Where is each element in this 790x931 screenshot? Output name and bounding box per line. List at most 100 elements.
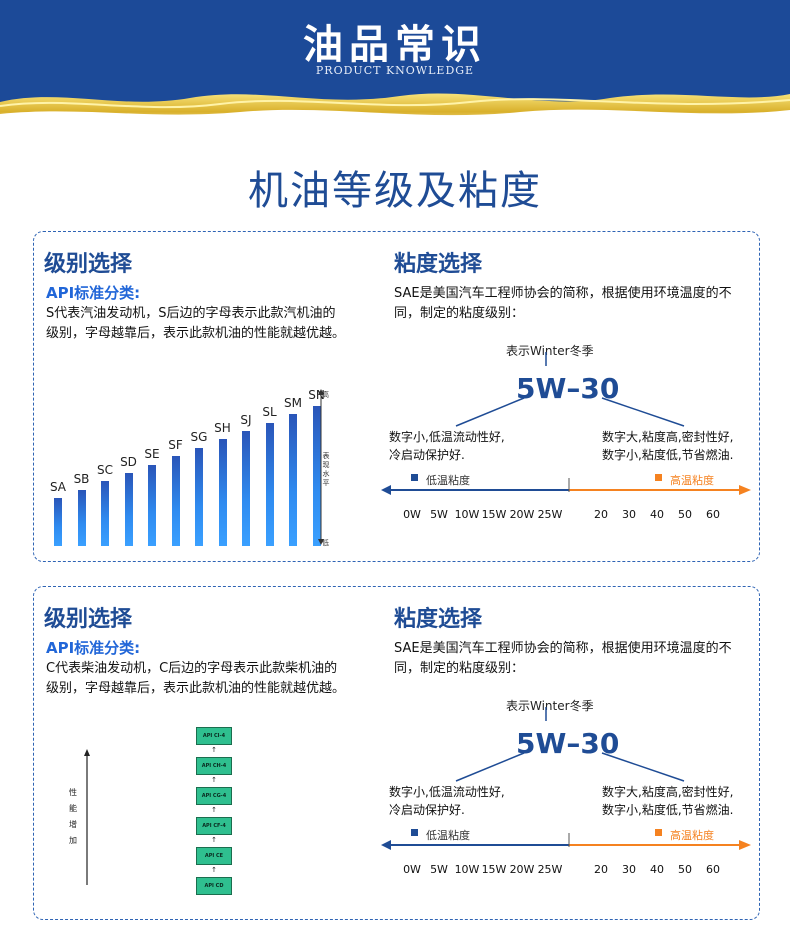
- winter-label: 表示Winter冬季: [506, 344, 594, 358]
- api-bar-label: SE: [144, 446, 160, 461]
- low-note-line-1: 数字小,低温流动性好,: [389, 785, 505, 799]
- low-note-line-1: 数字小,低温流动性好,: [389, 430, 505, 444]
- api-bar: [148, 464, 156, 546]
- ladder-up-arrow: ↑: [211, 806, 217, 814]
- tick-high: 60: [706, 863, 720, 876]
- diesel-panel: 级别选择 API标准分类: C代表柴油发动机，C后边的字母表示此款柴机油的级别，…: [33, 586, 760, 920]
- api-title: API标准分类:: [46, 639, 141, 657]
- api-ladder-box: API CI-4: [196, 727, 232, 745]
- api-bar-label: SL: [262, 404, 277, 419]
- api-title: API标准分类:: [46, 284, 141, 302]
- api-ladder-box: API CH-4: [196, 757, 232, 775]
- tick-high: 40: [650, 863, 664, 876]
- viscosity-scale-arrow: [381, 829, 751, 850]
- performance-arrow: [84, 749, 90, 885]
- api-ladder-box: API CG-4: [196, 787, 232, 805]
- header-subtitle: PRODUCT KNOWLEDGE: [315, 64, 475, 77]
- tick-low: 0W: [403, 863, 421, 876]
- api-bar: [124, 472, 133, 546]
- tick-low: 20W: [509, 508, 535, 521]
- api-bar: [289, 414, 297, 546]
- header-title: 油品常识: [303, 22, 487, 68]
- viscosity-grade: 5W–30: [516, 727, 620, 760]
- high-note-line-1: 数字大,粘度高,密封性好,: [602, 785, 734, 799]
- low-note-line-2: 冷启动保护好.: [389, 448, 465, 462]
- api-desc: S代表汽油发动机，S后边的字母表示此款汽机油的级别，字母越靠后，表示此款机油的性…: [46, 306, 346, 341]
- grade-pointer-lines: [455, 707, 685, 782]
- api-ladder-box: API CD: [196, 877, 232, 895]
- tick-low: 5W: [430, 508, 448, 521]
- viscosity-grade: 5W–30: [516, 372, 620, 405]
- api-desc: C代表柴油发动机，C后边的字母表示此款柴机油的级别，字母越靠后，表示此款机油的性…: [46, 661, 346, 696]
- tick-high: 50: [678, 508, 692, 521]
- header-banner: 油品常识 PRODUCT KNOWLEDGE: [0, 0, 790, 130]
- tick-high: 30: [622, 508, 636, 521]
- ladder-up-arrow: ↑: [211, 746, 217, 754]
- api-bar-label: SH: [214, 421, 231, 436]
- api-bar: [265, 422, 274, 546]
- page-title: 机油等级及粘度: [248, 168, 542, 214]
- gasoline-panel: 级别选择 API标准分类: S代表汽油发动机，S后边的字母表示此款汽机油的级别，…: [33, 231, 760, 562]
- api-bar: [101, 481, 109, 546]
- high-note-line-2: 数字小,粘度低,节省燃油.: [602, 803, 734, 817]
- tick-high: 20: [594, 508, 608, 521]
- api-bar: [242, 431, 250, 546]
- performance-char: 加: [69, 836, 77, 845]
- api-bar-label: SD: [120, 454, 137, 469]
- tick-low: 10W: [454, 508, 480, 521]
- high-note: 数字大,粘度高,密封性好, 数字小,粘度低,节省燃油.: [602, 783, 733, 819]
- low-note: 数字小,低温流动性好, 冷启动保护好.: [389, 783, 505, 819]
- api-bar: [77, 489, 86, 546]
- winter-label: 表示Winter冬季: [506, 699, 594, 713]
- tick-high: 20: [594, 863, 608, 876]
- sae-desc: SAE是美国汽车工程师协会的简称，根据使用环境温度的不同，制定的粘度级别：: [394, 641, 732, 676]
- low-note: 数字小,低温流动性好, 冷启动保护好.: [389, 428, 505, 464]
- tick-high: 40: [650, 508, 664, 521]
- api-bar-label: SJ: [240, 413, 252, 428]
- api-bar: [54, 498, 62, 546]
- ladder-up-arrow: ↑: [211, 776, 217, 784]
- legend-high: 高温粘度: [670, 474, 714, 487]
- api-bar: [171, 456, 180, 546]
- performance-axis: [318, 389, 324, 545]
- api-bar-label: SF: [168, 438, 183, 453]
- ladder-up-arrow: ↑: [211, 836, 217, 844]
- tick-low: 25W: [537, 863, 563, 876]
- viscosity-title: 粘度选择: [394, 252, 483, 277]
- api-bar-label: SC: [97, 463, 113, 478]
- grade-pointer-lines: [455, 352, 685, 427]
- api-bar-label: SG: [190, 429, 208, 444]
- api-bar-label: SB: [73, 471, 90, 486]
- legend-low: 低温粘度: [426, 474, 470, 487]
- low-note-line-2: 冷启动保护好.: [389, 803, 465, 817]
- grade-title: 级别选择: [44, 252, 133, 277]
- ladder-up-arrow: ↑: [211, 866, 217, 874]
- performance-char: 增: [69, 820, 77, 829]
- axis-low-label: 低: [322, 539, 329, 547]
- api-bar-label: SA: [49, 480, 67, 494]
- axis-high-label: 高: [322, 391, 329, 399]
- viscosity-scale-arrow: [381, 474, 751, 495]
- performance-char: 能: [69, 804, 77, 813]
- api-ladder-box: API CE: [196, 847, 232, 865]
- tick-low: 15W: [481, 863, 507, 876]
- axis-mid-label: 表现水平: [322, 452, 330, 487]
- performance-char: 性: [69, 788, 77, 797]
- api-bar: [195, 447, 203, 546]
- api-bar: [312, 406, 321, 546]
- tick-low: 25W: [537, 508, 563, 521]
- tick-high: 50: [678, 863, 692, 876]
- tick-high: 30: [622, 863, 636, 876]
- tick-low: 20W: [509, 863, 535, 876]
- high-note-line-2: 数字小,粘度低,节省燃油.: [602, 448, 734, 462]
- legend-low: 低温粘度: [426, 829, 470, 842]
- sae-desc: SAE是美国汽车工程师协会的简称，根据使用环境温度的不同，制定的粘度级别：: [394, 286, 732, 321]
- legend-high: 高温粘度: [670, 829, 714, 842]
- tick-low: 0W: [403, 508, 421, 521]
- oil-splash-decoration: [0, 93, 790, 130]
- tick-low: 5W: [430, 863, 448, 876]
- tick-low: 15W: [481, 508, 507, 521]
- high-note-line-1: 数字大,粘度高,密封性好,: [602, 430, 734, 444]
- api-bar-label: SM: [284, 396, 302, 411]
- tick-low: 10W: [454, 863, 480, 876]
